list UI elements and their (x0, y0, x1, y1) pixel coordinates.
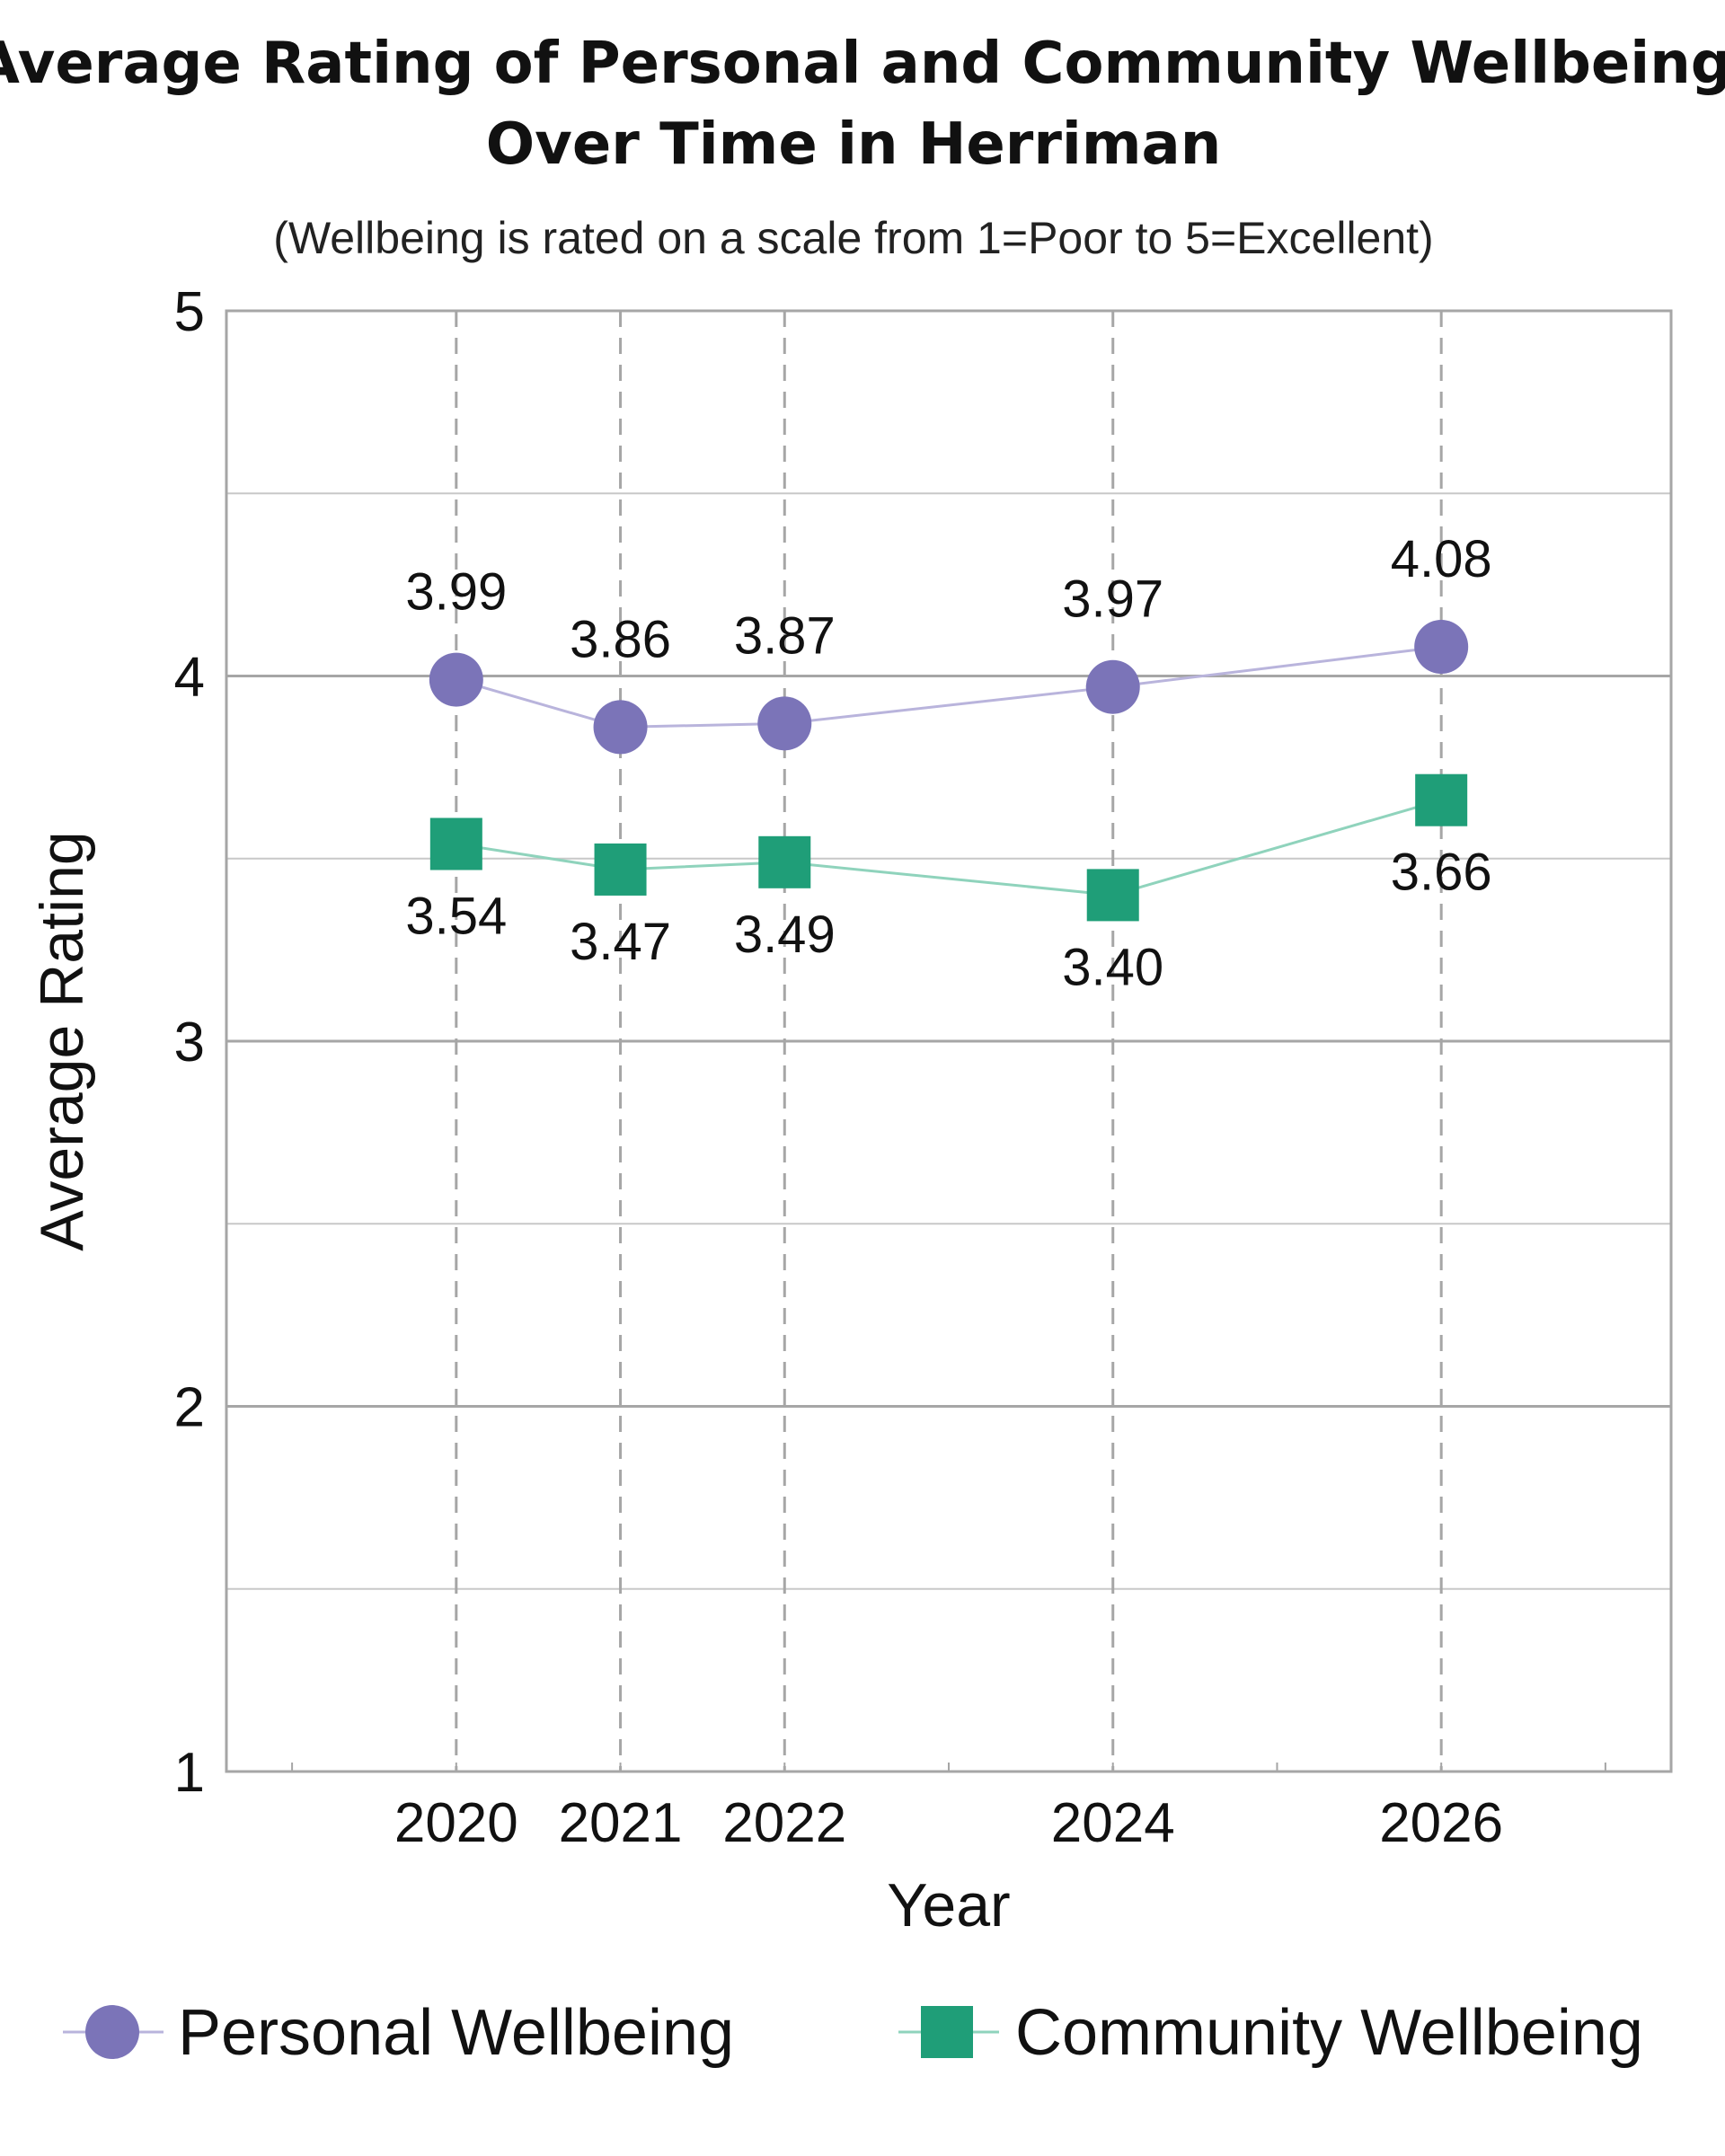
legend: Personal Wellbeing Community Wellbeing (63, 1997, 1643, 2069)
community-wellbeing-legend-label: Community Wellbeing (1015, 1997, 1643, 2069)
chart-title-line-2: Over Time in Herriman (486, 111, 1222, 178)
community-wellbeing-value-label: 3.40 (1062, 938, 1163, 996)
series (429, 619, 1469, 922)
x-axis-label: Year (887, 1871, 1010, 1940)
community-wellbeing-value-label: 3.66 (1391, 844, 1492, 902)
data-labels: 3.99 3.86 3.87 3.97 4.08 3.54 3.47 3.49 3.40 3.66 (405, 530, 1491, 996)
personal-wellbeing-point (757, 696, 812, 751)
x-tick-label: 2024 (1051, 1792, 1175, 1854)
community-wellbeing-point (1415, 773, 1468, 826)
personal-wellbeing-point (429, 652, 483, 707)
community-wellbeing-legend-marker (921, 2006, 973, 2058)
community-wellbeing-point (594, 843, 647, 896)
y-tick-label: 2 (174, 1377, 205, 1439)
x-tick-label: 2022 (722, 1792, 846, 1854)
community-wellbeing-value-label: 3.47 (570, 913, 671, 971)
personal-wellbeing-legend-label: Personal Wellbeing (178, 1997, 734, 2069)
personal-wellbeing-legend-marker (85, 2005, 139, 2059)
community-wellbeing-value-label: 3.54 (405, 887, 507, 945)
personal-wellbeing-point (1414, 619, 1469, 674)
x-tick-label: 2020 (394, 1792, 518, 1854)
personal-wellbeing-value-label: 4.08 (1391, 530, 1492, 588)
chart-subtitle: (Wellbeing is rated on a scale from 1=Po… (273, 213, 1433, 263)
chart-title-line-1: Average Rating of Personal and Community… (0, 31, 1725, 97)
personal-wellbeing-point (1085, 659, 1140, 714)
axis-ticks: 1 2 3 4 5 2020 2021 2022 2024 2026 (174, 281, 1606, 1854)
y-tick-label: 1 (174, 1742, 205, 1804)
community-wellbeing-point (1086, 869, 1139, 922)
y-tick-label: 5 (174, 281, 205, 343)
x-tick-label: 2026 (1379, 1792, 1503, 1854)
community-wellbeing-point (758, 835, 811, 888)
personal-wellbeing-value-label: 3.87 (734, 606, 836, 665)
y-tick-label: 4 (174, 647, 205, 709)
y-tick-label: 3 (174, 1012, 205, 1074)
community-wellbeing-value-label: 3.49 (734, 906, 836, 964)
personal-wellbeing-value-label: 3.99 (405, 563, 507, 622)
personal-wellbeing-point (593, 700, 648, 755)
personal-wellbeing-value-label: 3.97 (1062, 570, 1163, 629)
x-tick-label: 2021 (559, 1792, 683, 1854)
personal-wellbeing-value-label: 3.86 (570, 610, 671, 668)
y-axis-label: Average Rating (28, 831, 96, 1251)
community-wellbeing-point (429, 817, 482, 870)
